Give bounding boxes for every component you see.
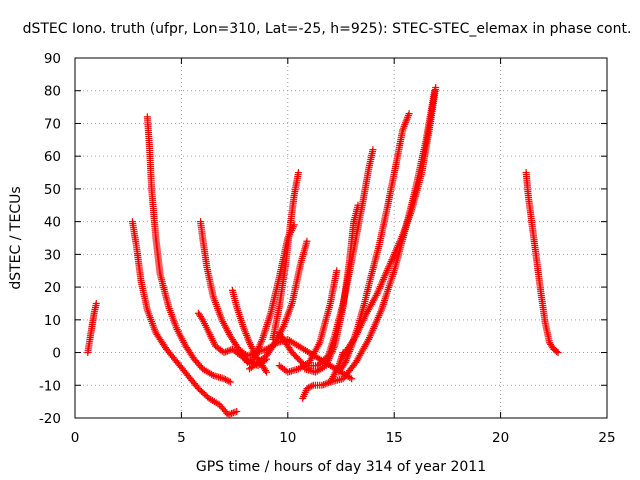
data-point: [303, 385, 311, 393]
data-point: [198, 314, 206, 322]
data-point: [229, 409, 237, 417]
data-point: [303, 237, 311, 245]
y-tick-label: 90: [44, 51, 61, 67]
y-tick-label: -10: [39, 378, 61, 394]
data-point: [299, 360, 307, 368]
data-point: [226, 378, 234, 386]
x-tick-label: 25: [598, 430, 615, 446]
data-series: [339, 83, 440, 360]
x-tick-label: 10: [279, 430, 296, 446]
y-axis-label: dSTEC / TECUs: [8, 186, 24, 289]
data-series: [143, 113, 234, 386]
y-tick-label: 0: [52, 346, 61, 362]
axis-ticks: 0 5 10 15 20 25 -20 -10 0 10 20 30 40 50 60 70 80 90: [39, 51, 616, 446]
data-series: [275, 267, 341, 376]
y-tick-label: 70: [44, 116, 61, 132]
data-point: [333, 267, 341, 275]
data-point: [233, 407, 241, 415]
y-tick-label: 40: [44, 215, 61, 231]
data-point: [348, 375, 356, 383]
chart-title: dSTEC Iono. truth (ufpr, Lon=310, Lat=-2…: [23, 21, 632, 37]
data-point: [261, 367, 269, 375]
x-axis-label: GPS time / hours of day 314 of year 2011: [196, 459, 486, 475]
data-series: [237, 221, 298, 366]
data-point: [318, 381, 326, 389]
data-point: [294, 169, 302, 177]
data-point: [369, 146, 377, 154]
y-tick-label: 20: [44, 280, 61, 296]
data-point: [224, 411, 232, 419]
y-tick-label: 10: [44, 313, 61, 329]
data-point: [231, 408, 239, 416]
data-series: [269, 169, 302, 343]
data-point: [220, 375, 228, 383]
data-point: [222, 376, 230, 384]
data-point: [308, 382, 316, 390]
data-point: [226, 410, 234, 418]
data-point: [245, 351, 253, 359]
data-point: [225, 377, 233, 385]
data-point: [223, 347, 231, 355]
data-point: [220, 349, 228, 357]
data-point: [223, 376, 231, 384]
data-points: [84, 83, 562, 419]
data-point: [554, 349, 562, 357]
data-point: [222, 348, 230, 356]
data-series: [245, 237, 311, 373]
data-point: [263, 368, 271, 376]
data-point: [305, 384, 313, 392]
data-point: [247, 357, 255, 365]
data-point: [306, 383, 314, 391]
data-point: [227, 346, 235, 354]
data-series: [299, 349, 347, 402]
y-tick-label: 50: [44, 182, 61, 198]
y-tick-label: 60: [44, 149, 61, 165]
data-point: [405, 110, 413, 118]
x-tick-label: 15: [386, 430, 403, 446]
data-series: [128, 218, 241, 419]
data-series: [84, 299, 100, 357]
plot-frame: [74, 57, 608, 419]
data-point: [321, 380, 329, 388]
data-point: [245, 358, 253, 366]
y-tick-label: 80: [44, 84, 61, 100]
data-point: [243, 358, 251, 366]
x-tick-label: 0: [71, 430, 80, 446]
data-point: [228, 409, 236, 417]
data-point: [320, 381, 328, 389]
x-tick-label: 5: [177, 430, 186, 446]
y-tick-label: 30: [44, 247, 61, 263]
y-tick-label: -20: [39, 411, 61, 427]
data-point: [432, 83, 440, 91]
data-point: [323, 379, 331, 387]
x-tick-label: 20: [492, 430, 509, 446]
data-series: [522, 169, 562, 357]
data-series: [275, 146, 377, 370]
data-point: [553, 347, 561, 355]
data-point: [92, 299, 100, 307]
